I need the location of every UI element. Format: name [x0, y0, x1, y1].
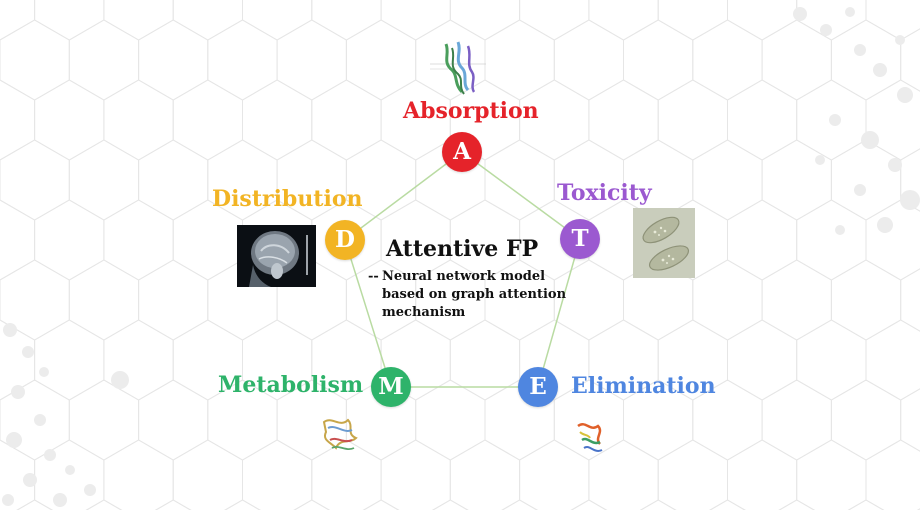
edge-a-t [461, 151, 581, 240]
background-molecule-dot [815, 155, 825, 165]
background-molecule-dot [888, 158, 902, 172]
background-molecule-dot [820, 24, 832, 36]
background-molecule-dot [897, 87, 913, 103]
background-hexagon [778, 499, 816, 510]
background-molecule-dot [44, 449, 56, 461]
description-line-2: based on graph attention [382, 287, 567, 302]
background-molecule-dot [829, 114, 841, 126]
label-absorption: Absorption [403, 98, 539, 124]
background-hexagon [293, 499, 331, 510]
background-hexagon [85, 499, 123, 510]
label-distribution: Distribution [212, 186, 363, 212]
background-molecule-dot [2, 494, 14, 506]
protein-structure-image [430, 41, 486, 95]
background-hexagon [570, 499, 608, 510]
paramecium-micrograph-image [633, 208, 695, 278]
background-hexagon [154, 499, 192, 510]
background-molecule-dot [835, 225, 845, 235]
description-line-1: Neural network model [382, 269, 546, 284]
background-molecule-dot [861, 131, 879, 149]
background-hexagon [709, 499, 746, 510]
background-molecule-dot [793, 7, 807, 21]
background-molecule-dot [23, 473, 37, 487]
background-molecule-dot [84, 484, 96, 496]
label-metabolism: Metabolism [218, 372, 364, 398]
background-hexagon [432, 499, 469, 510]
background-molecule-dot [111, 371, 129, 389]
background-molecule-dot [845, 7, 855, 17]
edge-t-e [537, 238, 581, 388]
ribbon-protein-image [577, 423, 603, 452]
node-absorption: A [442, 132, 482, 172]
node-toxicity: T [560, 219, 600, 259]
background-molecule-dot [53, 493, 67, 507]
brain-mri-image [237, 225, 316, 287]
background-molecule-dot [11, 385, 25, 399]
background-hexagon [501, 499, 538, 510]
node-distribution: D [325, 220, 365, 260]
enzyme-structure-image [322, 418, 358, 451]
background-hexagon [224, 499, 261, 510]
background-molecule-dot [877, 217, 893, 233]
background-molecule-dot [873, 63, 887, 77]
background-molecule-dot [854, 184, 866, 196]
background-hexagon [362, 499, 400, 510]
edge-d-a [344, 151, 463, 241]
label-elimination: Elimination [571, 373, 716, 399]
label-toxicity: Toxicity [557, 180, 652, 206]
background-molecule-dot [895, 35, 905, 45]
description-dash: -- [368, 269, 379, 284]
background-molecule-dot [65, 465, 75, 475]
node-metabolism: M [371, 367, 411, 407]
background-molecule-dot [39, 367, 49, 377]
background-molecule-dot [3, 323, 17, 337]
description-line-3: mechanism [382, 305, 466, 320]
background-molecule-dot [6, 432, 22, 448]
background-molecule-dot [900, 190, 920, 210]
model-title: Attentive FP [386, 236, 539, 262]
background-hexagon [16, 499, 53, 510]
background-molecule-dot [34, 414, 46, 426]
background-molecule-dot [854, 44, 866, 56]
node-elimination: E [518, 367, 558, 407]
background-hexagon [639, 499, 677, 510]
edge-m-d [344, 239, 392, 388]
background-hexagon [847, 499, 885, 510]
background-molecule-dot [22, 346, 34, 358]
